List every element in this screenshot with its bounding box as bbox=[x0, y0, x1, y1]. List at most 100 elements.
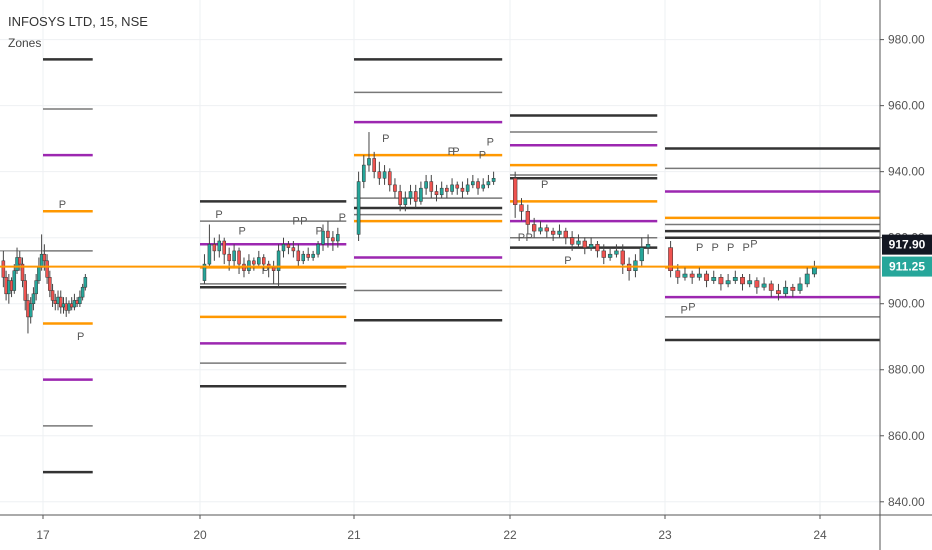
y-tick-label: 860.00 bbox=[888, 429, 925, 443]
candle-body bbox=[316, 244, 320, 255]
candle-body bbox=[372, 158, 376, 172]
candle-body bbox=[811, 267, 817, 275]
candle-body bbox=[18, 257, 22, 265]
pivot-p-label: P bbox=[339, 212, 346, 224]
pivot-p-label: P bbox=[77, 331, 84, 343]
pivot-p-label: P bbox=[487, 136, 494, 148]
candle-body bbox=[31, 293, 36, 304]
candle-body bbox=[331, 237, 335, 242]
price-label-text: 911.25 bbox=[889, 260, 925, 274]
candle-body bbox=[281, 244, 286, 252]
candle-body bbox=[455, 184, 460, 189]
candle-body bbox=[257, 257, 261, 265]
candle-body bbox=[538, 227, 543, 232]
candle-body bbox=[45, 260, 49, 278]
pivot-p-label: P bbox=[452, 146, 459, 158]
candle-body bbox=[557, 230, 562, 235]
grid-lines bbox=[0, 0, 880, 515]
y-tick-label: 840.00 bbox=[888, 495, 925, 509]
x-tick-label: 17 bbox=[36, 528, 50, 542]
candle-body bbox=[601, 250, 606, 258]
y-tick-label: 900.00 bbox=[888, 297, 925, 311]
candle-body bbox=[595, 244, 600, 252]
candle-body bbox=[78, 296, 82, 304]
candle-body bbox=[12, 270, 17, 291]
candle-body bbox=[711, 277, 717, 281]
candle-body bbox=[23, 280, 27, 301]
candle-body bbox=[232, 250, 236, 262]
candle-body bbox=[668, 247, 674, 271]
candle-body bbox=[387, 171, 392, 186]
x-tick-label: 20 bbox=[193, 528, 207, 542]
pivot-p-label: P bbox=[479, 149, 486, 161]
candle-body bbox=[261, 257, 266, 265]
pivot-p-label: P bbox=[382, 133, 389, 145]
candle-body bbox=[429, 181, 434, 192]
pivot-p-label: P bbox=[215, 209, 222, 221]
candle-body bbox=[797, 283, 803, 291]
candle-body bbox=[768, 283, 774, 291]
candle-body bbox=[408, 191, 413, 199]
candle-body bbox=[776, 290, 781, 295]
candle-body bbox=[398, 191, 402, 205]
candle-body bbox=[42, 253, 47, 262]
y-tick-label: 980.00 bbox=[888, 33, 925, 47]
candle-body bbox=[645, 244, 651, 248]
pivot-p-label: P bbox=[448, 146, 455, 158]
candle-body bbox=[212, 244, 217, 252]
candle-body bbox=[550, 230, 556, 235]
candle-body bbox=[761, 283, 767, 288]
pivot-p-label: P bbox=[696, 242, 703, 254]
pivot-p-label: P bbox=[526, 232, 533, 244]
candle-body bbox=[682, 273, 688, 278]
candle-body bbox=[367, 158, 371, 166]
candle-body bbox=[306, 253, 310, 258]
candle-body bbox=[445, 187, 449, 192]
candle-body bbox=[434, 191, 439, 196]
candle-body bbox=[377, 171, 382, 179]
pivot-p-label: P bbox=[681, 305, 688, 317]
candle-body bbox=[237, 250, 241, 265]
pivot-p-label: P bbox=[750, 239, 757, 251]
pivot-p-label: P bbox=[300, 215, 307, 227]
candle-body bbox=[276, 250, 281, 271]
candle-body bbox=[59, 296, 63, 308]
pivot-p-label: P bbox=[292, 215, 299, 227]
chart-title: INFOSYS LTD, 15, NSE bbox=[8, 14, 148, 29]
x-tick-label: 21 bbox=[347, 528, 361, 542]
candles bbox=[1, 132, 817, 334]
candle-body bbox=[20, 263, 25, 281]
candle-body bbox=[675, 270, 681, 278]
candle-body bbox=[222, 240, 226, 255]
candle-body bbox=[271, 267, 276, 271]
indicator-label[interactable]: Zones bbox=[8, 36, 42, 50]
price-label-bg bbox=[882, 256, 932, 277]
candle-body bbox=[576, 240, 581, 245]
price-label-text: 917.90 bbox=[889, 238, 926, 252]
candle-body bbox=[740, 277, 745, 285]
x-tick-label: 22 bbox=[503, 528, 517, 542]
candle-body bbox=[439, 187, 444, 196]
candle-body bbox=[460, 187, 465, 192]
pivot-p-label: P bbox=[541, 179, 548, 191]
candle-body bbox=[227, 253, 231, 262]
candle-body bbox=[321, 230, 325, 245]
candle-body bbox=[620, 250, 625, 265]
candle-body bbox=[732, 277, 738, 281]
candle-body bbox=[450, 184, 454, 192]
candle-body bbox=[207, 244, 212, 265]
y-tick-label: 880.00 bbox=[888, 363, 925, 377]
candle-body bbox=[544, 227, 549, 232]
candle-body bbox=[486, 181, 491, 186]
candle-body bbox=[513, 178, 518, 205]
candle-body bbox=[393, 184, 397, 192]
candle-body bbox=[301, 253, 306, 262]
x-tick-label: 23 bbox=[658, 528, 672, 542]
candle-body bbox=[704, 273, 709, 281]
candle-body bbox=[525, 211, 530, 225]
candle-body bbox=[286, 244, 291, 248]
candle-body bbox=[80, 286, 85, 298]
